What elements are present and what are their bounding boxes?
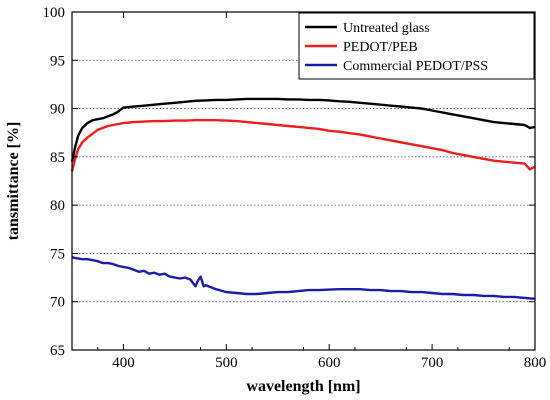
legend: Untreated glass PEDOT/PEB Commercial PEDOT…: [298, 12, 535, 80]
legend-label-1: Untreated glass: [343, 21, 430, 36]
legend-label-2: PEDOT/PEB: [343, 40, 418, 55]
y-tick-label-95: 95: [50, 53, 65, 69]
x-tick-label-700: 700: [421, 355, 444, 371]
x-tick-label-600: 600: [318, 355, 341, 371]
y-tick-label-100: 100: [43, 5, 66, 21]
y-tick-label-65: 65: [50, 343, 65, 359]
y-tick-label-80: 80: [50, 198, 65, 214]
legend-box: [298, 12, 535, 80]
x-tick-label-500: 500: [215, 355, 238, 371]
x-tick-label-800: 800: [524, 355, 547, 371]
series-line-1: [70, 97, 536, 162]
y-tick-label-70: 70: [50, 295, 65, 311]
series-line-3: [71, 256, 536, 300]
series-lines: [70, 97, 536, 300]
series-line-2: [70, 118, 536, 172]
y-tick-label-85: 85: [50, 150, 65, 166]
y-tick-label-75: 75: [50, 246, 65, 262]
gridlines: [72, 59, 535, 303]
x-tick-label-400: 400: [112, 355, 135, 371]
axis-ticks: 65 70 75 80 85 90 95 100 400 500 600 700 800: [43, 5, 547, 371]
legend-label-3: Commercial PEDOT/PSS: [343, 59, 488, 74]
y-axis-title: tansmittance [%]: [5, 122, 22, 241]
x-axis-title: wavelength [nm]: [246, 378, 360, 395]
y-tick-label-90: 90: [50, 102, 65, 118]
